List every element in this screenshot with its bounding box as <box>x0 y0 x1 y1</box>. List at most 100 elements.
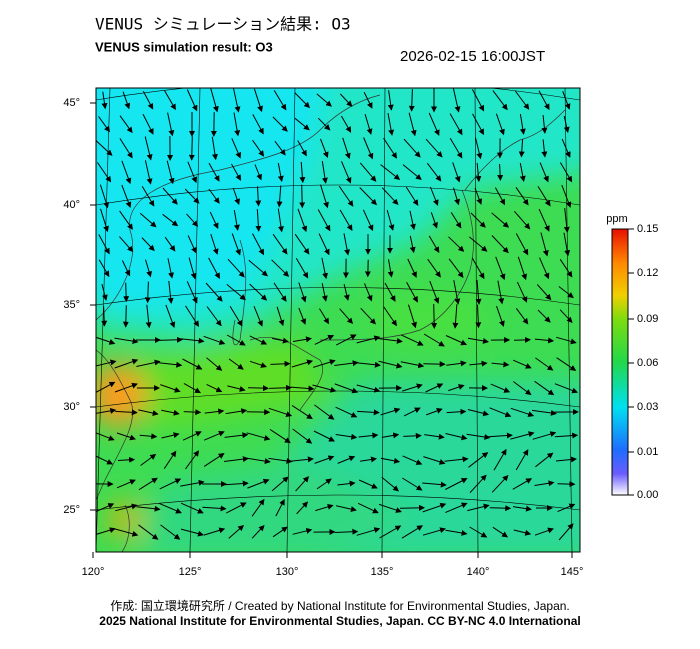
wind-arrow <box>334 383 359 394</box>
wind-arrow <box>254 164 262 181</box>
wind-arrow <box>423 456 446 465</box>
wind-arrow <box>378 337 403 344</box>
lat-label: 35° <box>63 299 80 311</box>
wind-arrow <box>119 210 133 230</box>
wind-arrow <box>359 187 377 206</box>
wind-arrow <box>119 115 133 134</box>
wind-arrow <box>516 281 528 303</box>
wind-arrow <box>299 184 306 209</box>
license: 2025 National Institute for Environmenta… <box>99 614 580 628</box>
wind-arrow <box>359 162 377 182</box>
wind-arrow <box>162 213 179 227</box>
wind-arrow <box>475 137 483 160</box>
wind-arrow <box>188 136 195 161</box>
wind-arrow <box>136 505 161 512</box>
wind-arrow <box>186 281 198 304</box>
wind-arrow <box>291 359 314 368</box>
wind-arrow <box>519 114 526 135</box>
colorbar-tick-label: 0.06 <box>637 357 658 369</box>
wind-arrow <box>492 526 509 538</box>
wind-arrow <box>337 455 356 464</box>
wind-arrow <box>203 335 226 345</box>
wind-arrow <box>339 209 353 231</box>
wind-arrow <box>339 93 353 107</box>
wind-arrow <box>452 304 459 329</box>
wind-arrow <box>317 117 331 131</box>
wind-arrow <box>469 526 488 538</box>
wind-arrow <box>532 409 557 416</box>
wind-arrow <box>425 138 443 158</box>
wind-arrow <box>231 163 241 181</box>
wind-arrow <box>187 161 198 184</box>
wind-arrow <box>272 116 288 132</box>
wind-arrow <box>384 282 396 302</box>
wind-arrow <box>534 380 555 396</box>
wind-arrow <box>422 502 447 513</box>
wind-arrow <box>145 259 152 278</box>
wind-arrow <box>538 208 550 232</box>
wind-arrow <box>272 233 288 255</box>
wind-arrow <box>316 478 332 490</box>
wind-arrow <box>363 137 374 160</box>
wind-arrow <box>209 211 219 230</box>
wind-arrow <box>138 409 159 416</box>
wind-arrow <box>294 92 311 109</box>
wind-arrow <box>298 307 307 325</box>
wind-arrow <box>165 304 176 329</box>
wind-arrow <box>187 235 197 254</box>
wind-arrow <box>400 334 424 346</box>
wind-arrow <box>320 138 329 159</box>
wind-arrow <box>541 139 548 158</box>
wind-arrow <box>138 477 158 491</box>
wind-arrow <box>319 308 330 325</box>
wind-arrow <box>380 407 401 416</box>
wind-arrow <box>162 187 178 205</box>
wind-arrow <box>468 236 488 252</box>
wind-arrow <box>273 90 287 111</box>
wind-arrow <box>448 236 465 252</box>
wind-arrow <box>123 282 130 303</box>
wind-arrow <box>453 280 461 305</box>
wind-arrow <box>513 336 531 343</box>
wind-arrow <box>490 383 511 393</box>
lon-label: 140° <box>467 566 490 578</box>
colorbar-tick-label: 0.15 <box>637 223 658 235</box>
wind-arrow <box>453 187 460 206</box>
wind-arrow <box>96 455 114 465</box>
wind-arrow <box>96 503 115 513</box>
wind-arrow <box>160 384 181 393</box>
wind-arrow <box>144 136 153 161</box>
wind-arrow <box>559 162 573 183</box>
wind-arrow <box>229 306 243 327</box>
wind-arrow <box>249 360 267 368</box>
wind-arrow <box>402 455 423 465</box>
wind-arrow <box>255 186 262 207</box>
wind-arrow <box>253 306 263 327</box>
wind-arrow <box>563 232 571 257</box>
wind-arrow <box>297 208 308 233</box>
wind-arrow <box>210 88 219 113</box>
wind-arrow <box>539 162 549 183</box>
wind-arrow <box>114 358 139 369</box>
wind-arrow <box>378 503 402 513</box>
wind-arrow <box>96 336 116 345</box>
wind-arrow <box>532 431 557 440</box>
wind-arrow <box>452 162 461 183</box>
wind-arrow <box>535 452 554 468</box>
wind-arrow <box>559 309 573 324</box>
wind-arrow <box>295 258 309 279</box>
wind-arrow <box>541 115 548 134</box>
wind-arrow <box>515 233 529 256</box>
wind-arrow <box>387 113 395 136</box>
wind-arrow <box>449 113 463 136</box>
wind-arrow <box>121 184 132 209</box>
wind-arrow <box>408 89 415 112</box>
colorbar-tick-label: 0.00 <box>637 489 658 501</box>
wind-arrow <box>255 209 262 232</box>
wind-arrow <box>475 304 482 329</box>
wind-arrow <box>402 383 423 392</box>
wind-arrow <box>334 528 359 535</box>
wind-arrow <box>114 528 139 537</box>
wind-arrow <box>407 258 417 278</box>
map-frame <box>95 87 581 553</box>
